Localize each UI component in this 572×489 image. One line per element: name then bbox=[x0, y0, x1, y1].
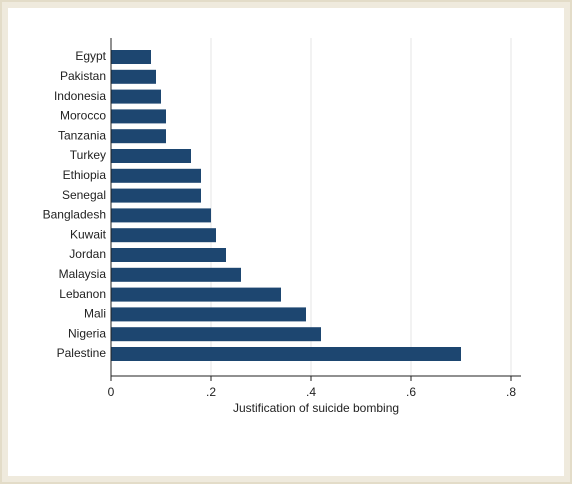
bar bbox=[111, 129, 166, 144]
bar bbox=[111, 188, 201, 203]
bar bbox=[111, 168, 201, 183]
y-tick-label: Jordan bbox=[69, 247, 106, 261]
bar bbox=[111, 228, 216, 243]
y-tick-label: Bangladesh bbox=[43, 208, 106, 222]
bar bbox=[111, 69, 156, 84]
x-tick-label: .8 bbox=[506, 385, 516, 399]
x-tick-label: .4 bbox=[306, 385, 316, 399]
y-tick-label: Palestine bbox=[57, 346, 107, 360]
bar bbox=[111, 248, 226, 262]
y-tick-label: Morocco bbox=[60, 109, 106, 123]
bar bbox=[111, 208, 211, 223]
y-tick-label: Ethiopia bbox=[63, 168, 107, 182]
bar bbox=[111, 149, 191, 163]
bar bbox=[111, 327, 321, 342]
x-tick-label: 0 bbox=[108, 385, 115, 399]
plot-background bbox=[14, 14, 558, 432]
bar bbox=[111, 50, 151, 64]
bar bbox=[111, 307, 306, 322]
y-tick-label: Egypt bbox=[75, 49, 106, 63]
y-tick-label: Senegal bbox=[62, 188, 106, 202]
y-tick-label: Malaysia bbox=[59, 267, 107, 281]
bar bbox=[111, 347, 461, 361]
bar bbox=[111, 287, 281, 302]
frame-inner bbox=[2, 2, 570, 482]
y-tick-label: Indonesia bbox=[54, 89, 106, 103]
x-axis-label: Justification of suicide bombing bbox=[233, 401, 399, 415]
y-tick-label: Lebanon bbox=[59, 287, 106, 301]
y-tick-label: Tanzania bbox=[58, 128, 106, 142]
x-tick-label: .2 bbox=[206, 385, 216, 399]
bar bbox=[111, 109, 166, 124]
y-tick-label: Mali bbox=[84, 307, 106, 321]
bar bbox=[111, 267, 241, 282]
y-tick-label: Nigeria bbox=[68, 326, 106, 340]
y-tick-label: Turkey bbox=[70, 148, 106, 162]
bar bbox=[111, 89, 161, 104]
y-tick-label: Pakistan bbox=[60, 69, 106, 83]
x-tick-label: .6 bbox=[406, 385, 416, 399]
y-tick-label: Kuwait bbox=[70, 227, 107, 241]
